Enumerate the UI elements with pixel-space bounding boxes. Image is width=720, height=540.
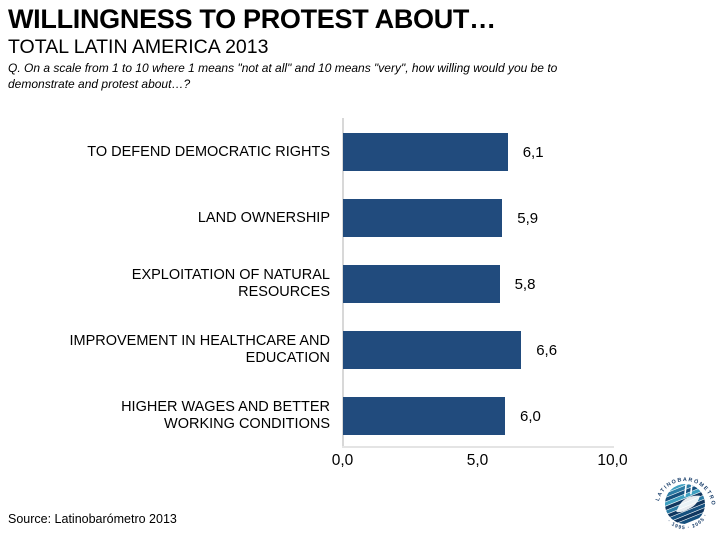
category-label: EXPLOITATION OF NATURAL RESOURCES <box>131 267 330 300</box>
bar-zone: 5,9 <box>343 199 538 237</box>
category-label: LAND OWNERSHIP <box>197 209 330 226</box>
chart-rows: TO DEFEND DEMOCRATIC RIGHTS 6,1 LAND OWNER… <box>0 119 720 449</box>
value-label: 5,8 <box>514 275 536 293</box>
category-label: TO DEFEND DEMOCRATIC RIGHTS <box>87 143 330 160</box>
globe-icon <box>658 477 712 531</box>
x-axis-ticks: 0,0 5,0 10,0 <box>0 452 720 474</box>
category-label: HIGHER WAGES AND BETTER WORKING CONDITION… <box>121 399 330 432</box>
latinobarometro-logo: LATINOBARÓMETRO · 1995 · 2005 · <box>652 471 718 537</box>
question-text: Q. On a scale from 1 to 10 where 1 means… <box>8 61 688 93</box>
chart-row: TO DEFEND DEMOCRATIC RIGHTS 6,1 <box>0 119 720 185</box>
question-line-1: Q. On a scale from 1 to 10 where 1 means… <box>8 61 558 75</box>
x-axis-tick-label: 0,0 <box>331 452 354 469</box>
source-text: Source: Latinobarómetro 2013 <box>8 512 177 526</box>
chart-row: HIGHER WAGES AND BETTER WORKING CONDITION… <box>0 383 720 449</box>
x-axis-tick-label: 5,0 <box>466 452 489 469</box>
value-label: 6,6 <box>536 341 558 359</box>
x-axis-tick-label: 10,0 <box>597 452 628 469</box>
page-title: WILLINGNESS TO PROTEST ABOUT… <box>8 4 496 34</box>
chart-row: IMPROVEMENT IN HEALTHCARE AND EDUCATION 6,… <box>0 317 720 383</box>
bar-zone: 5,8 <box>343 265 535 303</box>
bar <box>343 397 505 435</box>
bar <box>343 133 508 171</box>
question-line-2: demonstrate and protest about…? <box>8 76 191 91</box>
value-label: 5,9 <box>517 209 539 227</box>
bar <box>343 199 503 237</box>
chart-row: EXPLOITATION OF NATURAL RESOURCES 5,8 <box>0 251 720 317</box>
bar-zone: 6,0 <box>343 397 541 435</box>
x-axis-line <box>342 446 614 448</box>
chart-row: LAND OWNERSHIP 5,9 <box>0 185 720 251</box>
category-label: IMPROVEMENT IN HEALTHCARE AND EDUCATION <box>69 333 330 366</box>
bar <box>343 331 522 369</box>
bar <box>343 265 500 303</box>
value-label: 6,0 <box>520 407 541 425</box>
bar-zone: 6,1 <box>343 133 544 171</box>
value-label: 6,1 <box>522 143 544 161</box>
bar-zone: 6,6 <box>343 331 557 369</box>
page-subtitle: TOTAL LATIN AMERICA 2013 <box>8 36 269 58</box>
